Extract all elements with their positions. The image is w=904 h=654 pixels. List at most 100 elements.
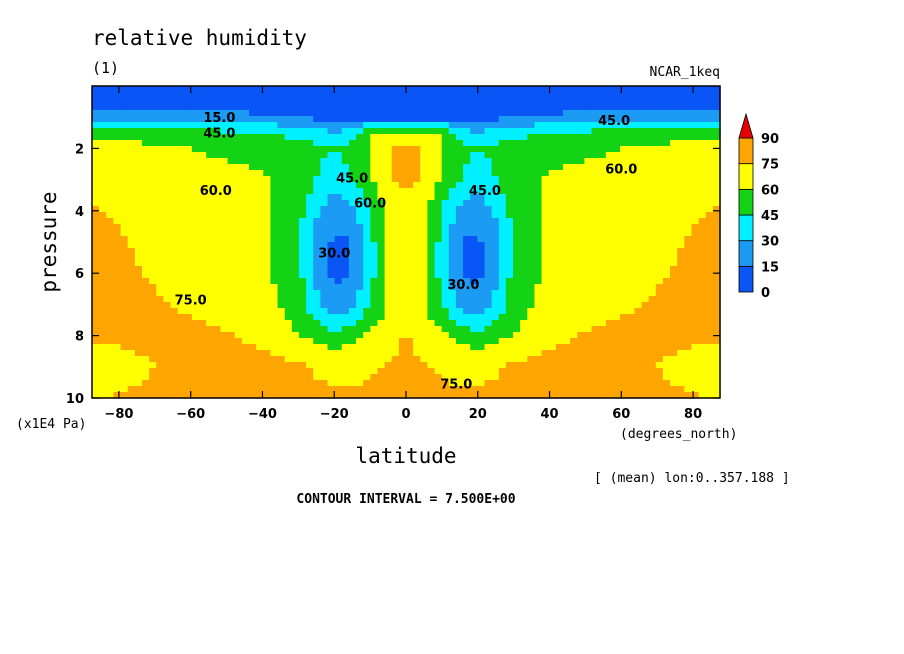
- heatmap-cell: [149, 332, 157, 339]
- heatmap-cell: [670, 212, 678, 219]
- heatmap-cell: [505, 98, 514, 105]
- heatmap-cell: [691, 140, 700, 147]
- heatmap-cell: [170, 374, 179, 381]
- heatmap-cell: [712, 260, 721, 267]
- heatmap-cell: [627, 290, 635, 297]
- heatmap-cell: [234, 86, 243, 93]
- heatmap-cell: [220, 182, 229, 189]
- heatmap-cell: [527, 98, 536, 105]
- heatmap-cell: [341, 188, 350, 195]
- heatmap-cell: [477, 248, 486, 255]
- heatmap-cell: [491, 308, 500, 315]
- heatmap-cell: [570, 380, 578, 387]
- heatmap-cell: [234, 278, 243, 285]
- heatmap-cell: [313, 212, 321, 219]
- heatmap-cell: [655, 356, 664, 363]
- heatmap-cell: [662, 122, 671, 129]
- heatmap-cell: [191, 230, 200, 237]
- heatmap-cell: [241, 260, 250, 267]
- heatmap-cell: [441, 194, 450, 201]
- heatmap-cell: [491, 284, 500, 291]
- heatmap-cell: [577, 254, 586, 261]
- heatmap-cell: [455, 374, 464, 381]
- heatmap-cell: [341, 326, 350, 333]
- heatmap-cell: [420, 134, 429, 141]
- heatmap-cell: [363, 356, 371, 363]
- heatmap-cell: [234, 122, 243, 129]
- heatmap-cell: [620, 236, 628, 243]
- heatmap-cell: [520, 122, 528, 129]
- heatmap-cell: [570, 146, 578, 153]
- heatmap-cell: [670, 380, 678, 387]
- heatmap-cell: [584, 236, 593, 243]
- contour-label: 60.0: [605, 162, 637, 177]
- heatmap-cell: [470, 236, 478, 243]
- heatmap-cell: [134, 290, 143, 297]
- heatmap-cell: [505, 392, 514, 399]
- heatmap-cell: [291, 92, 300, 99]
- heatmap-cell: [705, 146, 714, 153]
- heatmap-cell: [470, 110, 478, 117]
- heatmap-cell: [413, 248, 421, 255]
- heatmap-cell: [313, 200, 321, 207]
- heatmap-cell: [527, 230, 536, 237]
- heatmap-cell: [377, 104, 386, 111]
- heatmap-cell: [555, 122, 564, 129]
- heatmap-cell: [220, 146, 229, 153]
- heatmap-cell: [413, 218, 421, 225]
- heatmap-cell: [505, 140, 514, 147]
- heatmap-cell: [641, 386, 650, 393]
- heatmap-cell: [313, 86, 321, 93]
- heatmap-cell: [470, 350, 478, 357]
- heatmap-cell: [363, 134, 371, 141]
- heatmap-cell: [127, 344, 136, 351]
- heatmap-cell: [348, 296, 357, 303]
- heatmap-cell: [577, 158, 586, 165]
- heatmap-cell: [313, 308, 321, 315]
- heatmap-cell: [341, 128, 350, 135]
- heatmap-cell: [170, 278, 179, 285]
- heatmap-cell: [641, 128, 650, 135]
- heatmap-cell: [505, 206, 514, 213]
- heatmap-cell: [120, 392, 129, 399]
- heatmap-cell: [434, 242, 443, 249]
- heatmap-cell: [477, 188, 486, 195]
- heatmap-cell: [641, 134, 650, 141]
- heatmap-cell: [377, 128, 386, 135]
- heatmap-cell: [391, 164, 400, 171]
- dataset-label: NCAR_1keq: [650, 65, 720, 80]
- heatmap-cell: [605, 290, 614, 297]
- heatmap-cell: [534, 266, 543, 273]
- heatmap-cell: [534, 380, 543, 387]
- heatmap-cell: [113, 188, 122, 195]
- heatmap-cell: [705, 194, 714, 201]
- heatmap-cell: [277, 122, 286, 129]
- heatmap-cell: [149, 308, 157, 315]
- heatmap-cell: [334, 308, 343, 315]
- heatmap-cell: [199, 182, 207, 189]
- heatmap-cell: [170, 254, 179, 261]
- heatmap-cell: [220, 272, 229, 279]
- heatmap-cell: [620, 146, 628, 153]
- heatmap-cell: [513, 146, 521, 153]
- heatmap-cell: [113, 272, 122, 279]
- heatmap-cell: [620, 248, 628, 255]
- heatmap-cell: [505, 290, 514, 297]
- heatmap-cell: [270, 314, 279, 321]
- heatmap-cell: [684, 344, 693, 351]
- heatmap-cell: [191, 326, 200, 333]
- heatmap-cell: [563, 122, 571, 129]
- heatmap-cell: [334, 110, 343, 117]
- heatmap-cell: [498, 164, 507, 171]
- heatmap-cell: [220, 356, 229, 363]
- heatmap-cell: [220, 368, 229, 375]
- heatmap-cell: [648, 332, 657, 339]
- heatmap-cell: [227, 302, 236, 309]
- heatmap-cell: [577, 260, 586, 267]
- heatmap-cell: [377, 140, 386, 147]
- heatmap-cell: [163, 188, 172, 195]
- heatmap-cell: [170, 170, 179, 177]
- heatmap-cell: [120, 170, 129, 177]
- heatmap-cell: [156, 236, 164, 243]
- heatmap-cell: [206, 368, 214, 375]
